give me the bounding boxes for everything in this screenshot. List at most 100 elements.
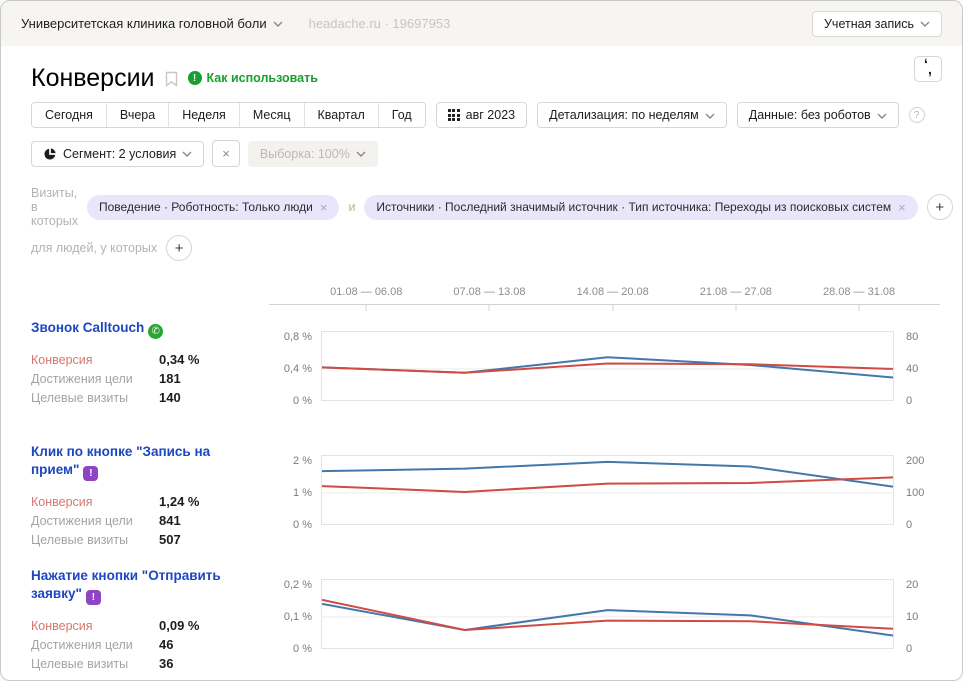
filter-chip-source[interactable]: Источники · Последний значимый источник … <box>364 194 918 220</box>
period-today-button[interactable]: Сегодня <box>32 103 106 127</box>
metric-value: 140 <box>159 390 181 405</box>
right-axis-tick: 0 <box>906 643 913 655</box>
metric-reaches: Достижения цели 841 <box>31 513 269 528</box>
right-axis-tick: 100 <box>906 487 925 499</box>
left-axis-tick: 0,4 % <box>283 363 312 375</box>
segment-row: Сегмент: 2 условия × Выборка: 100% <box>31 140 940 167</box>
right-axis-tick: 0 <box>906 519 913 531</box>
metric-conversion: Конверсия 1,24 % <box>31 494 269 509</box>
calendar-grid-icon <box>447 109 460 121</box>
axis-tick <box>365 304 367 311</box>
people-filter-row: для людей, у которых + <box>31 235 940 261</box>
sampling-dropdown[interactable]: Выборка: 100% <box>247 140 378 167</box>
right-axis-tick: 200 <box>906 455 925 467</box>
date-range-label: 07.08 — 13.08 <box>453 286 526 298</box>
calendar-label: авг 2023 <box>465 108 516 122</box>
metric-label: Достижения цели <box>31 637 133 652</box>
metric-value: 0,34 % <box>159 352 200 367</box>
metric-label: Достижения цели <box>31 513 133 528</box>
metric-reaches: Достижения цели 181 <box>31 371 269 386</box>
close-icon[interactable]: × <box>898 199 906 215</box>
close-icon[interactable]: × <box>319 199 328 215</box>
metric-value: 181 <box>159 371 181 386</box>
goal-title-link[interactable]: Клик по кнопке "Запись на прием"! <box>31 443 246 481</box>
metric-label: Конверсия <box>31 618 93 633</box>
sampling-label: Выборка: 100% <box>259 146 350 161</box>
chevron-down-icon <box>920 21 930 27</box>
metric-value: 841 <box>159 512 181 528</box>
js-goal-icon: ! <box>85 589 101 605</box>
detalization-dropdown[interactable]: Детализация: по неделям <box>537 102 727 128</box>
period-quarter-button[interactable]: Квартал <box>303 103 378 127</box>
account-button[interactable]: Учетная запись <box>811 10 942 37</box>
metric-label: Целевые визиты <box>31 391 129 405</box>
metric-reaches: Достижения цели 46 <box>31 637 269 652</box>
goal-title-link[interactable]: Нажатие кнопки "Отправить заявку"! <box>31 567 246 605</box>
date-range-label: 14.08 — 20.08 <box>576 286 649 298</box>
counter-name: Университетская клиника головной боли <box>21 16 267 31</box>
metric-target-visits: Целевые визиты 140 <box>31 390 269 405</box>
chevron-down-icon <box>273 21 283 27</box>
info-icon: ! <box>187 71 202 85</box>
goal-row-calltouch: Звонок Calltouch ✆ Конверсия 0,34 % Дости… <box>31 319 940 437</box>
help-icon[interactable]: ? <box>908 107 925 123</box>
goal-title-text: Нажатие кнопки "Отправить заявку" <box>31 568 221 601</box>
filter-chip-robots[interactable]: Поведение · Роботность: Только люди × <box>87 194 340 220</box>
line-chart-submit-request[interactable] <box>321 579 894 649</box>
goal-title-link[interactable]: Звонок Calltouch ✆ <box>31 319 246 339</box>
metric-value: 36 <box>159 655 174 671</box>
line-chart-appointment-click[interactable] <box>321 455 894 525</box>
how-to-use-label: Как использовать <box>206 71 318 85</box>
chevron-down-icon <box>182 151 192 157</box>
period-year-button[interactable]: Год <box>377 103 425 127</box>
and-connector: и <box>348 200 356 214</box>
detalization-label: Детализация: по неделям <box>549 108 699 122</box>
calendar-button[interactable]: авг 2023 <box>435 102 528 128</box>
date-axis: 01.08 — 06.08 07.08 — 13.08 14.08 — 20.0… <box>31 279 940 311</box>
axis-tick <box>612 304 614 311</box>
filter-chip-robots-label: Поведение · Роботность: Только люди <box>99 200 313 214</box>
period-yesterday-button[interactable]: Вчера <box>105 103 169 127</box>
data-mode-dropdown[interactable]: Данные: без роботов <box>736 102 899 128</box>
date-range-label: 21.08 — 27.08 <box>699 286 772 298</box>
visits-filter-prefix: Визиты, в которых <box>31 186 79 228</box>
metrica-quotes-button[interactable]: ,, <box>914 56 942 82</box>
page-title: Конверсии <box>31 63 155 92</box>
filter-chip-source-label: Источники · Последний значимый источник … <box>376 200 892 214</box>
metric-target-visits: Целевые визиты 36 <box>31 656 269 671</box>
line-chart-calltouch[interactable] <box>321 331 894 401</box>
left-axis-tick: 0 % <box>293 643 312 655</box>
quotes-icon: ,, <box>925 58 932 77</box>
axis-tick <box>488 304 490 311</box>
metric-value: 1,24 % <box>159 493 200 509</box>
right-axis-tick: 10 <box>906 611 919 623</box>
how-to-use-link[interactable]: ! Как использовать <box>187 71 318 85</box>
metric-conversion: Конверсия 0,09 % <box>31 618 269 633</box>
metric-label: Целевые визиты <box>31 656 129 671</box>
js-goal-icon: ! <box>83 465 99 481</box>
left-axis-tick: 1 % <box>293 487 312 499</box>
segment-clear-button[interactable]: × <box>212 140 240 167</box>
left-axis-tick: 2 % <box>293 455 312 467</box>
metric-value: 46 <box>159 636 174 652</box>
right-axis-tick: 40 <box>906 363 919 375</box>
segment-dropdown[interactable]: Сегмент: 2 условия <box>31 140 205 167</box>
bookmark-icon[interactable] <box>165 71 178 87</box>
metric-conversion: Конверсия 0,34 % <box>31 352 269 367</box>
period-week-button[interactable]: Неделя <box>168 103 239 127</box>
metric-label: Конверсия <box>31 353 93 367</box>
axis-tick <box>735 304 737 311</box>
add-visit-condition-button[interactable]: + <box>926 194 953 220</box>
goal-row-appointment-click: Клик по кнопке "Запись на прием"! Конвер… <box>31 443 940 561</box>
goal-title-text: Клик по кнопке "Запись на прием" <box>31 444 211 477</box>
period-month-button[interactable]: Месяц <box>238 103 304 127</box>
chevron-down-icon <box>877 113 887 119</box>
counter-meta: headache.ru · 19697953 <box>308 16 451 31</box>
phone-icon: ✆ <box>148 324 164 339</box>
people-filter-prefix: для людей, у которых <box>31 241 158 255</box>
counter-selector[interactable]: Университетская клиника головной боли <box>21 16 283 31</box>
metric-value: 507 <box>159 531 181 547</box>
left-axis-tick: 0 % <box>293 519 312 531</box>
add-people-condition-button[interactable]: + <box>166 235 193 261</box>
